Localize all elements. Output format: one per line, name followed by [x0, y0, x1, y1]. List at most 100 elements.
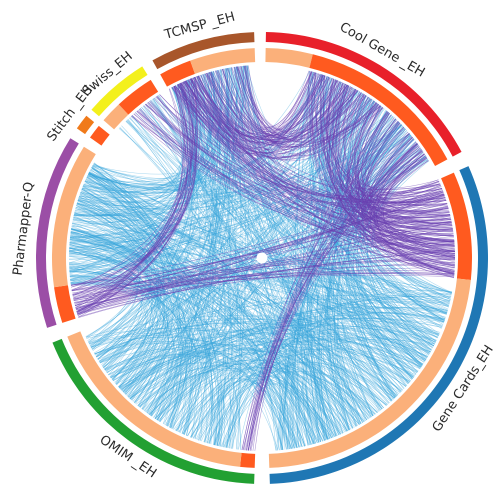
- chord-link: [69, 239, 149, 346]
- outer-segment-stitch: [76, 115, 95, 135]
- chord-link: [115, 340, 418, 385]
- chord-link: [171, 87, 439, 337]
- chord-link: [69, 250, 284, 450]
- chord-link: [104, 342, 346, 433]
- chord-link: [89, 335, 333, 439]
- chord-link: [91, 167, 212, 443]
- chord-link: [190, 78, 362, 151]
- chord-link: [76, 83, 187, 313]
- chord-link: [190, 361, 397, 438]
- chord-link: [137, 109, 455, 253]
- chord-link: [70, 232, 168, 410]
- chord-link: [91, 167, 165, 360]
- chord-link: [70, 232, 402, 392]
- chord-link: [199, 320, 441, 441]
- chord-link: [99, 348, 298, 448]
- inner-ring-cool-unique: [265, 48, 313, 68]
- chord-link: [192, 371, 360, 439]
- chord-link: [74, 79, 197, 213]
- chord-link: [91, 302, 445, 350]
- chord-link: [108, 346, 277, 451]
- chord-link: [206, 72, 449, 212]
- chord-link: [144, 353, 373, 417]
- chord-link: [99, 118, 396, 364]
- chord-link: [74, 77, 197, 307]
- chord-link: [123, 68, 229, 393]
- chord-link: [69, 133, 410, 248]
- chord-link: [245, 133, 410, 451]
- chord-link: [69, 242, 185, 421]
- chord-link: [357, 132, 440, 202]
- chord-link: [179, 74, 322, 149]
- chord-link: [71, 228, 365, 423]
- chord-link: [93, 163, 316, 444]
- chord-link: [88, 172, 380, 412]
- chord-link: [317, 137, 414, 441]
- chord-link: [95, 329, 407, 387]
- links-group: [68, 65, 456, 451]
- chord-link: [185, 80, 455, 255]
- chord-link: [254, 136, 413, 451]
- chord-link: [70, 145, 420, 239]
- chord-link: [178, 371, 378, 433]
- chord-link: [69, 247, 176, 425]
- chord-link: [72, 189, 443, 296]
- center-dot: [256, 252, 268, 264]
- chord-link: [71, 228, 408, 386]
- chord-link: [91, 166, 159, 385]
- chord-link: [213, 306, 448, 446]
- chord-link: [71, 224, 169, 401]
- chord-link: [155, 96, 448, 206]
- chord-link: [69, 160, 429, 271]
- chord-link: [113, 347, 379, 413]
- chord-link: [91, 65, 245, 350]
- chord-link: [131, 115, 455, 247]
- chord-link: [310, 95, 367, 441]
- chord-link: [110, 341, 401, 393]
- chord-link: [241, 122, 400, 451]
- chord-link: [123, 98, 372, 393]
- chord-link: [141, 107, 453, 293]
- chord-link: [69, 267, 186, 432]
- chord-link: [308, 70, 455, 252]
- chord-link: [112, 343, 348, 432]
- chord-link: [333, 147, 421, 427]
- chord-link: [89, 124, 402, 346]
- chord-link: [202, 74, 326, 146]
- chord-link: [78, 250, 455, 318]
- chord-link: [71, 228, 295, 449]
- chord-link: [70, 234, 217, 446]
- chord-link: [70, 235, 436, 343]
- chord-link: [110, 121, 400, 378]
- chord-link: [72, 80, 197, 296]
- chord-link: [87, 174, 152, 367]
- chord-link: [183, 81, 450, 212]
- chord-link: [70, 280, 290, 450]
- chord-link: [336, 151, 424, 431]
- chord-link: [129, 365, 342, 435]
- chord-link: [149, 344, 414, 415]
- chord-link: [127, 325, 429, 397]
- chord-link: [355, 101, 435, 345]
- chord-link: [195, 312, 445, 440]
- chord-link: [207, 337, 434, 444]
- chord-link: [119, 347, 387, 406]
- chord-link: [69, 270, 183, 426]
- chord-link: [215, 70, 315, 130]
- chord-link: [125, 350, 287, 450]
- chord-link: [69, 250, 165, 404]
- chord-link: [244, 127, 405, 451]
- chord-link: [96, 323, 407, 387]
- chord-link: [90, 327, 324, 442]
- chord-link: [69, 239, 361, 425]
- chord-link: [135, 112, 444, 324]
- chord-link: [187, 79, 456, 257]
- chord-link: [120, 333, 415, 390]
- chord-link: [85, 180, 222, 446]
- chord-link: [326, 124, 402, 432]
- chord-link: [347, 127, 405, 397]
- chord-link: [179, 307, 448, 433]
- chord-link: [296, 156, 427, 448]
- chord-link: [73, 216, 357, 427]
